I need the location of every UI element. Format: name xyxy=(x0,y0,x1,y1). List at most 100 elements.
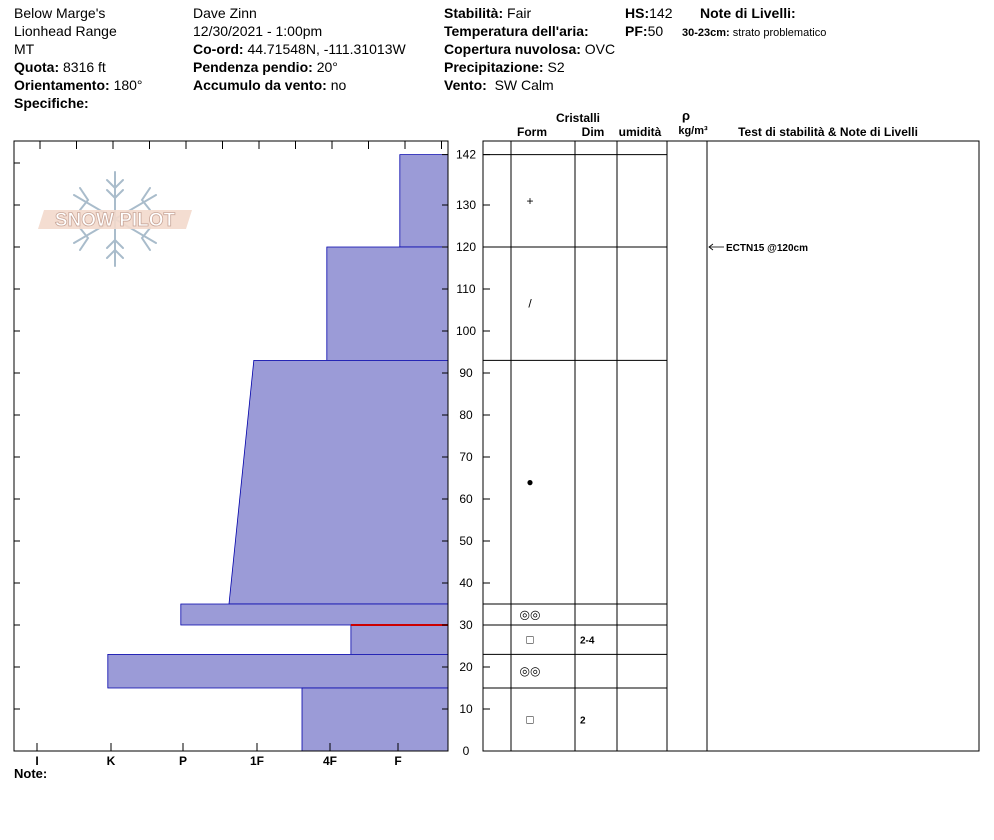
air-temp-field: Temperatura dell'aria: xyxy=(444,22,589,40)
moisture-header: umidità xyxy=(619,125,662,139)
hardness-layer xyxy=(228,359,449,605)
precip-field: Precipitazione: S2 xyxy=(444,58,565,76)
wind-value: SW Calm xyxy=(494,77,554,93)
sky-label: Copertura nuvolosa: xyxy=(444,41,581,57)
axes: 0 10 20 30 40 50 60 70 80 90 100 110 120 130 142 I K P 1F 4… xyxy=(14,141,490,768)
layer-note: 30-23cm: strato problematico xyxy=(682,24,826,42)
crystal-form-symbol: □ xyxy=(526,633,533,647)
aspect-label: Orientamento: xyxy=(14,77,110,93)
form-header: Form xyxy=(517,125,547,139)
precip-value: S2 xyxy=(547,59,565,75)
density-unit-header: kg/m³ xyxy=(678,125,708,137)
pf-label: PF: xyxy=(625,23,648,39)
stability-label: Stabilità: xyxy=(444,5,504,21)
hardness-layer xyxy=(107,654,449,689)
specifics-label: Specifiche: xyxy=(14,95,89,111)
logo-text: SNOW PILOT xyxy=(55,210,176,231)
hs-label: HS: xyxy=(625,5,650,21)
aspect-field: Orientamento: 180° xyxy=(14,76,143,94)
crystal-size-label: 2-4 xyxy=(580,636,595,647)
pf-value: 50 xyxy=(647,23,664,39)
elevation-value: 8316 ft xyxy=(63,59,106,75)
hardness-tick-label: 4F xyxy=(323,754,337,768)
crystal-form-symbol: □ xyxy=(526,713,533,727)
depth-tick-label: 10 xyxy=(459,702,473,716)
hardness-tick-label: I xyxy=(35,754,38,768)
wind-field: Vento: SW Calm xyxy=(444,76,554,94)
coord-field: Co-ord: 44.71548N, -111.31013W xyxy=(193,40,406,58)
table-frame xyxy=(482,140,980,752)
hs-value: 142 xyxy=(649,5,673,21)
crystal-size-label: 2 xyxy=(580,716,586,727)
depth-tick-label: 70 xyxy=(459,450,473,464)
crystal-form-symbol: ● xyxy=(526,475,533,489)
depth-tick-label: 90 xyxy=(459,366,473,380)
stability-test-label: ECTN15 @120cm xyxy=(726,243,808,254)
depth-tick-label: 120 xyxy=(456,240,476,254)
depth-tick-label: 0 xyxy=(463,744,470,758)
hardness-layer xyxy=(180,603,449,626)
hardness-layer xyxy=(350,624,449,655)
hardness-tick-label: K xyxy=(107,754,116,768)
hardness-plot-frame xyxy=(13,140,449,752)
layer-notes-label: Note di Livelli: xyxy=(700,5,796,21)
sky-field: Copertura nuvolosa: OVC xyxy=(444,40,615,58)
aspect-value: 180° xyxy=(113,77,143,93)
slope-value: 20° xyxy=(316,59,338,75)
range-name: Lionhead Range xyxy=(14,23,117,39)
stability-field: Stabilità: Fair xyxy=(444,4,531,22)
elevation-field: Quota: 8316 ft xyxy=(14,58,106,76)
notes-label: Note: xyxy=(14,766,47,781)
hardness-tick-label: F xyxy=(394,754,401,768)
coord-value: 44.71548N, -111.31013W xyxy=(247,41,406,57)
snowpilot-logo: SNOW PILOT xyxy=(38,171,192,267)
hs-field: HS:142 xyxy=(625,4,672,22)
elevation-label: Quota: xyxy=(14,59,60,75)
state-name: MT xyxy=(14,41,35,57)
rho-header: ρ xyxy=(682,108,690,123)
depth-tick-label: 100 xyxy=(456,324,476,338)
stability-value: Fair xyxy=(507,5,532,21)
crystal-form-symbol: ◎◎ xyxy=(520,608,541,622)
depth-tick-label: 30 xyxy=(459,618,473,632)
depth-tick-label: 80 xyxy=(459,408,473,422)
hardness-profile xyxy=(107,154,449,752)
hardness-layer xyxy=(301,687,449,752)
crystal-form-symbol: + xyxy=(526,194,533,208)
layer-table: + / ● ◎◎ □ 2-4 ◎◎ □ 2 ECTN15 @120cm xyxy=(483,141,808,751)
stability-notes-header: Test di stabilità & Note di Livelli xyxy=(738,125,918,139)
wind-label: Vento: xyxy=(444,77,487,93)
slope-field: Pendenza pendio: 20° xyxy=(193,58,338,76)
hardness-layer xyxy=(399,154,449,248)
depth-tick-label: 40 xyxy=(459,576,473,590)
depth-tick-label: 142 xyxy=(456,148,476,162)
depth-tick-label: 20 xyxy=(459,660,473,674)
crystal-form-symbol: / xyxy=(528,297,532,311)
wind-loading-value: no xyxy=(330,77,347,93)
observation-datetime: 12/30/2021 - 1:00pm xyxy=(193,23,323,39)
hardness-layer xyxy=(326,246,449,361)
location-name: Below Marge's xyxy=(14,5,106,21)
precip-label: Precipitazione: xyxy=(444,59,544,75)
layer-note-text: strato problematico xyxy=(732,27,827,39)
slope-label: Pendenza pendio: xyxy=(193,59,313,75)
hardness-tick-label: 1F xyxy=(250,754,264,768)
size-header: Dim xyxy=(582,125,605,139)
air-temp-label: Temperatura dell'aria: xyxy=(444,23,589,39)
depth-tick-label: 130 xyxy=(456,198,476,212)
coord-label: Co-ord: xyxy=(193,41,244,57)
wind-loading-field: Accumulo da vento: no xyxy=(193,76,346,94)
layer-note-range: 30-23cm: xyxy=(682,27,730,39)
wind-loading-label: Accumulo da vento: xyxy=(193,77,327,93)
depth-tick-label: 50 xyxy=(459,534,473,548)
test-arrow-icon xyxy=(708,243,714,251)
observer-name: Dave Zinn xyxy=(193,5,257,21)
crystals-header: Cristalli xyxy=(556,111,600,125)
hardness-tick-label: P xyxy=(179,754,187,768)
depth-tick-label: 60 xyxy=(459,492,473,506)
crystal-form-symbol: ◎◎ xyxy=(520,664,541,678)
sky-value: OVC xyxy=(584,41,616,57)
pf-field: PF:50 xyxy=(625,22,663,40)
depth-tick-label: 110 xyxy=(456,282,475,296)
